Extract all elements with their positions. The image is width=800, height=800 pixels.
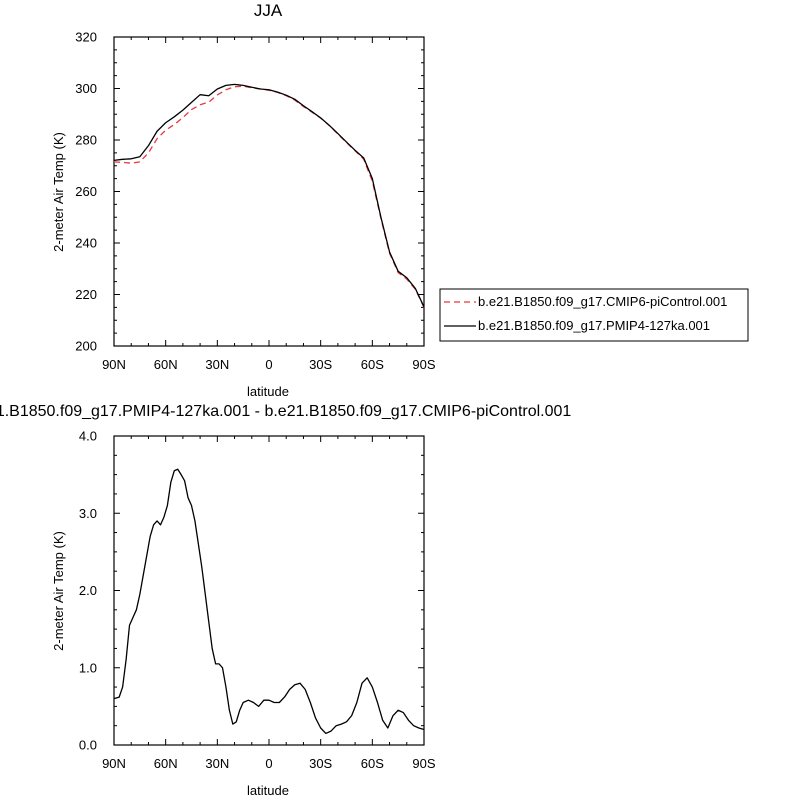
bottom-y-tick-label: 0.0 — [79, 738, 97, 753]
bottom-panel: b.e21.B1850.f09_g17.PMIP4-127ka.001 - b.… — [0, 403, 571, 798]
top-x-tick-label: 60S — [361, 357, 384, 372]
top-x-tick-label: 30N — [205, 357, 229, 372]
top-series-line-0 — [113, 85, 425, 308]
top-y-axis-label: 2-meter Air Temp (K) — [51, 132, 66, 252]
bottom-plot-area: 90N 60N 30N 0 30S 60S 90S 0.0 1.0 2.0 3.0 4.0 — [79, 429, 436, 772]
top-plot-frame — [113, 36, 425, 347]
top-series-line-1 — [113, 83, 425, 308]
top-panel: JJA 90N 60N 30N 0 30S 60S 90S 200 220 240 260 280 30… — [51, 1, 749, 399]
legend: b.e21.B1850.f09_g17.CMIP6-piControl.001 … — [439, 288, 749, 342]
bottom-series-line-0 — [113, 468, 425, 735]
bottom-y-tick-label: 3.0 — [79, 506, 97, 521]
top-y-tick-label: 220 — [75, 287, 97, 302]
top-x-tick-label: 60N — [154, 357, 178, 372]
top-x-tick-label: 90S — [412, 357, 435, 372]
bottom-y-tick-label: 2.0 — [79, 583, 97, 598]
top-y-tick-label: 300 — [75, 81, 97, 96]
top-y-tick-label: 260 — [75, 184, 97, 199]
bottom-x-axis-label: latitude — [247, 783, 289, 798]
top-y-tick-label: 280 — [75, 133, 97, 148]
top-x-tick-label: 0 — [265, 357, 272, 372]
legend-label-picontrol: b.e21.B1850.f09_g17.CMIP6-piControl.001 — [478, 294, 727, 309]
bottom-x-tick-label: 60N — [154, 756, 178, 771]
top-y-tick-label: 320 — [75, 30, 97, 45]
top-x-tick-label: 30S — [309, 357, 332, 372]
bottom-y-tick-label: 4.0 — [79, 429, 97, 444]
top-x-axis-label: latitude — [247, 384, 289, 399]
legend-label-127ka: b.e21.B1850.f09_g17.PMIP4-127ka.001 — [478, 318, 710, 333]
bottom-y-axis-label: 2-meter Air Temp (K) — [51, 531, 66, 651]
bottom-x-tick-label: 90N — [102, 756, 126, 771]
bottom-y-tick-label: 1.0 — [79, 660, 97, 675]
bottom-plot-frame — [113, 435, 425, 746]
bottom-x-tick-label: 0 — [265, 756, 272, 771]
top-y-tick-label: 200 — [75, 339, 97, 354]
top-plot-area: 90N 60N 30N 0 30S 60S 90S 200 220 240 260 280 300 320 — [75, 30, 436, 373]
top-y-tick-label: 240 — [75, 236, 97, 251]
bottom-x-tick-label: 60S — [361, 756, 384, 771]
bottom-x-tick-label: 30N — [205, 756, 229, 771]
top-title: JJA — [254, 1, 283, 20]
top-x-tick-label: 90N — [102, 357, 126, 372]
bottom-title: b.e21.B1850.f09_g17.PMIP4-127ka.001 - b.… — [0, 403, 571, 420]
bottom-x-tick-label: 90S — [412, 756, 435, 771]
bottom-x-tick-label: 30S — [309, 756, 332, 771]
legend-box — [439, 288, 749, 342]
